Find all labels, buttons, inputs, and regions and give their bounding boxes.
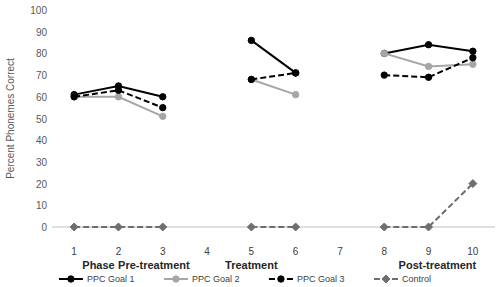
plot-area bbox=[70, 37, 477, 231]
y-tick-label: 0 bbox=[41, 222, 47, 233]
point bbox=[114, 223, 122, 231]
y-tick-label: 30 bbox=[36, 157, 48, 168]
y-tick-label: 40 bbox=[36, 135, 48, 146]
x-tick-label: 7 bbox=[337, 246, 343, 257]
x-tick-label: 10 bbox=[467, 246, 479, 257]
x-tick-label: 9 bbox=[426, 246, 432, 257]
x-tick-label: 1 bbox=[71, 246, 77, 257]
point bbox=[160, 104, 166, 110]
phase-label: Treatment bbox=[225, 259, 278, 271]
y-tick-label: 100 bbox=[30, 5, 47, 16]
y-tick-label: 60 bbox=[36, 92, 48, 103]
point bbox=[470, 61, 476, 67]
legend-marker bbox=[278, 276, 284, 282]
y-axis-label: Percent Phonemes Correct bbox=[5, 58, 16, 179]
series bbox=[71, 37, 476, 100]
point bbox=[115, 94, 121, 100]
series-line bbox=[74, 58, 473, 108]
x-tick-label: 4 bbox=[204, 246, 210, 257]
point bbox=[381, 50, 387, 56]
series bbox=[70, 180, 477, 231]
point bbox=[292, 70, 298, 76]
x-tick-label: 8 bbox=[381, 246, 387, 257]
y-tick-label: 80 bbox=[36, 48, 48, 59]
x-tick-label: 2 bbox=[116, 246, 122, 257]
point bbox=[469, 180, 477, 188]
point bbox=[425, 63, 431, 69]
legend-marker bbox=[173, 276, 179, 282]
legend-marker bbox=[68, 276, 74, 282]
legend-label: Control bbox=[402, 274, 431, 284]
series-line bbox=[74, 53, 473, 116]
point bbox=[292, 91, 298, 97]
point bbox=[425, 74, 431, 80]
point bbox=[71, 94, 77, 100]
point bbox=[248, 37, 254, 43]
point bbox=[381, 72, 387, 78]
y-tick-label: 20 bbox=[36, 179, 48, 190]
x-tick-label: 6 bbox=[293, 246, 299, 257]
point bbox=[160, 113, 166, 119]
x-tick-label: 5 bbox=[249, 246, 255, 257]
x-tick-label: 3 bbox=[160, 246, 166, 257]
phase-label: Phase bbox=[82, 259, 114, 271]
point bbox=[115, 87, 121, 93]
phase-label: Post-treatment bbox=[399, 259, 477, 271]
y-tick-label: 50 bbox=[36, 114, 48, 125]
point bbox=[381, 50, 387, 56]
point bbox=[292, 223, 300, 231]
series bbox=[71, 55, 476, 111]
point bbox=[248, 76, 254, 82]
point bbox=[247, 223, 255, 231]
point bbox=[159, 223, 167, 231]
series-line bbox=[74, 184, 473, 227]
series bbox=[71, 50, 476, 119]
phase-label: Pre-treatment bbox=[118, 259, 190, 271]
chart: 0 10 20 30 40 50 60 70 80 90 100 1 2 3 4 5 6 7 8 9 10 Phase Pr… bbox=[0, 0, 500, 287]
point bbox=[470, 55, 476, 61]
legend: PPC Goal 1 PPC Goal 2 PPC Goal 3 Control bbox=[59, 274, 431, 284]
point bbox=[248, 76, 254, 82]
point bbox=[425, 223, 433, 231]
legend-label: PPC Goal 2 bbox=[192, 274, 240, 284]
legend-marker bbox=[382, 275, 390, 283]
series-line bbox=[74, 40, 473, 96]
legend-label: PPC Goal 1 bbox=[87, 274, 135, 284]
point bbox=[160, 94, 166, 100]
point bbox=[470, 48, 476, 54]
point bbox=[380, 223, 388, 231]
y-tick-label: 70 bbox=[36, 70, 48, 81]
y-tick-label: 10 bbox=[36, 200, 48, 211]
legend-label: PPC Goal 3 bbox=[297, 274, 345, 284]
y-tick-label: 90 bbox=[36, 27, 48, 38]
point bbox=[70, 223, 78, 231]
point bbox=[71, 94, 77, 100]
point bbox=[292, 70, 298, 76]
point bbox=[425, 42, 431, 48]
